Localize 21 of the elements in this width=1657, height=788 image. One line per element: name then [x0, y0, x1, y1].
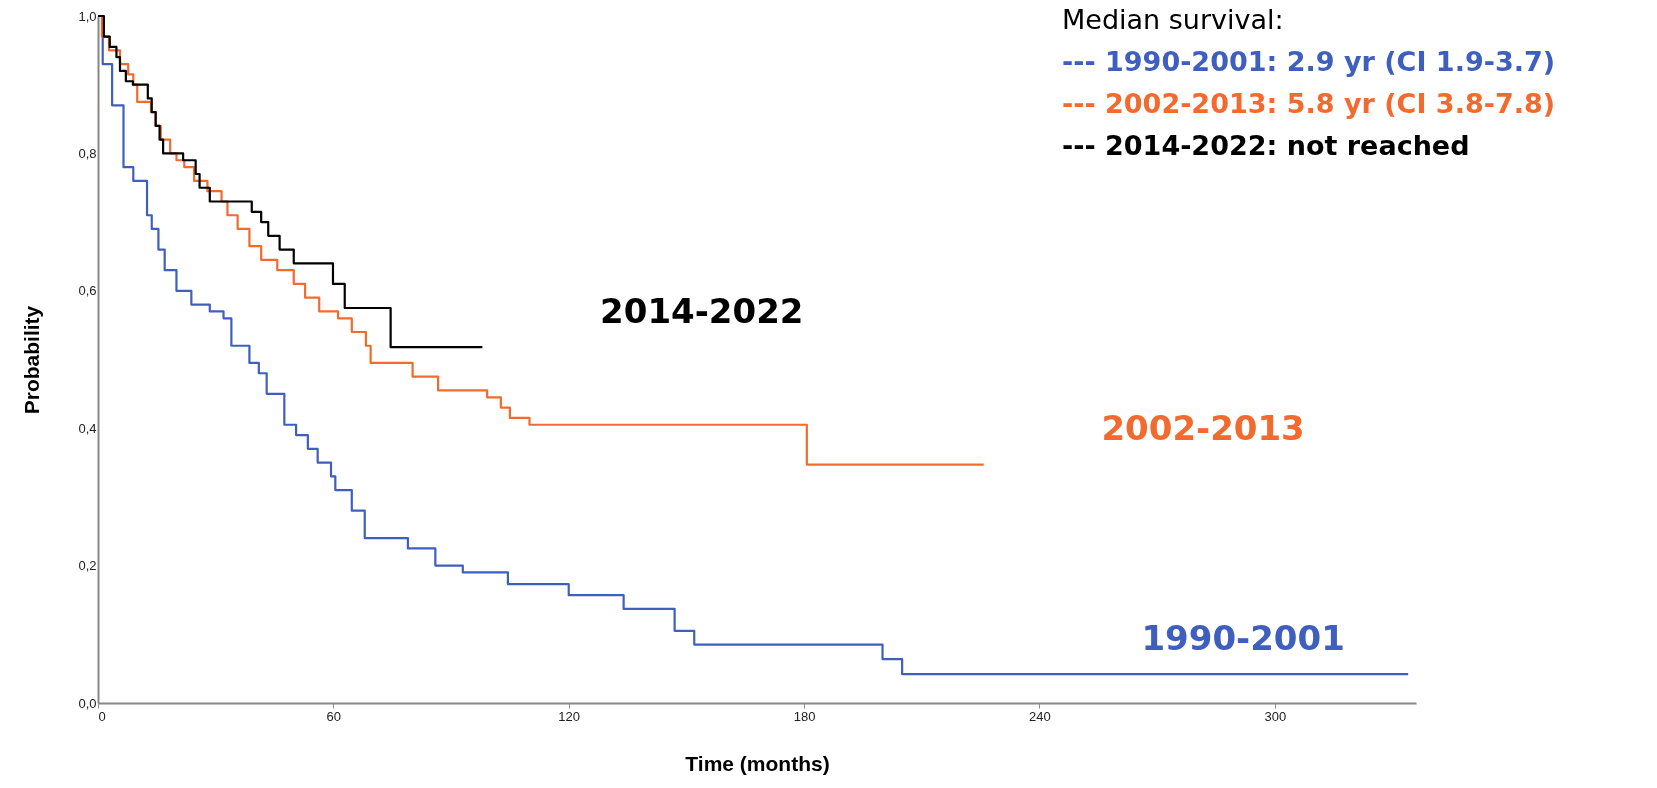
y-tick-label: 0,4	[78, 420, 97, 436]
text: 2014-2022	[600, 290, 804, 331]
text: 2002-2013	[1101, 408, 1305, 449]
x-tick-label: 0	[98, 708, 106, 724]
annotation: --- 1990-2001: 2.9 yr (CI 1.9-3.7)	[1062, 46, 1556, 77]
x-tick-label: 180	[793, 708, 816, 724]
annotation: Median survival:	[1062, 4, 1284, 35]
x-axis-title: Time (months)	[685, 751, 830, 775]
annotation: --- 2014-2022: not reached	[1062, 130, 1470, 161]
y-tick-label: 0,6	[78, 283, 97, 299]
x-tick-label: 60	[326, 708, 342, 724]
x-tick-label: 120	[558, 708, 581, 724]
y-tick-label: 0,8	[78, 145, 97, 161]
y-tick-label: 0,2	[78, 558, 97, 574]
y-tick-label: 1,0	[78, 8, 97, 24]
x-tick-label: 240	[1029, 708, 1051, 724]
annotation: --- 2002-2013: 5.8 yr (CI 3.8-7.8)	[1062, 88, 1556, 119]
x-tick-label: 300	[1264, 708, 1287, 724]
y-tick-label: 0,0	[78, 695, 97, 711]
y-axis-title: Probability	[20, 305, 44, 415]
series-label: 1990-2001	[1141, 617, 1345, 658]
